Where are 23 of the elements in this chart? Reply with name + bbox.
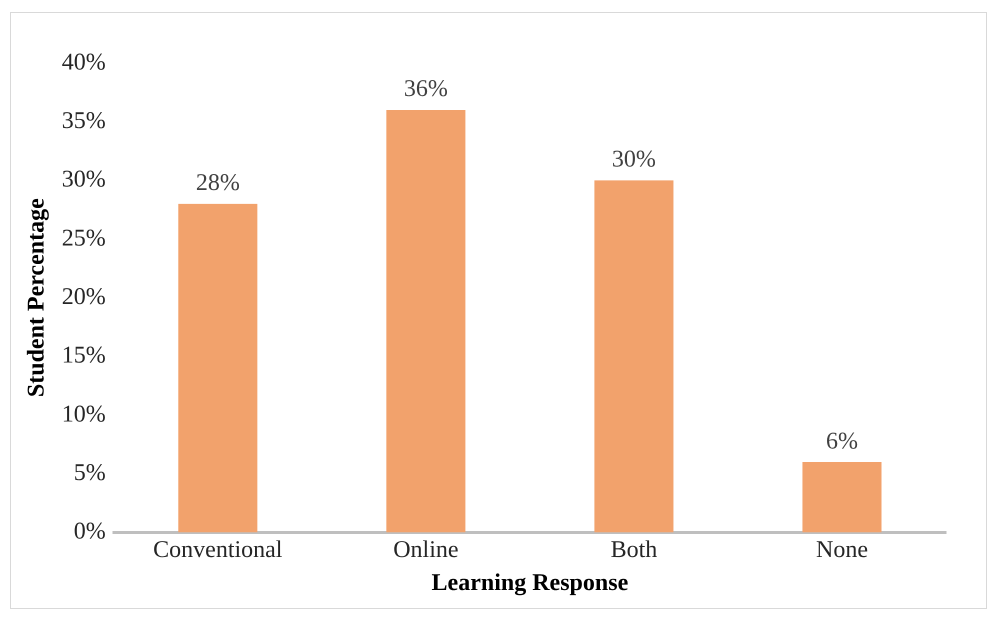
y-tick-label: 30% [62, 166, 106, 193]
bar [802, 462, 882, 532]
data-label: 6% [826, 428, 858, 454]
y-tick-label: 35% [62, 108, 106, 134]
y-tick-label: 20% [62, 284, 106, 310]
x-tick-label: Online [393, 537, 459, 564]
bar [386, 110, 466, 532]
x-tick-label: None [816, 537, 868, 564]
y-axis-title: Student Percentage [24, 198, 50, 398]
x-axis-title: Learning Response [432, 570, 629, 596]
data-label: 30% [612, 146, 656, 173]
y-tick-label: 15% [62, 342, 106, 369]
y-tick-label: 10% [62, 401, 106, 428]
y-tick-label: 40% [62, 49, 106, 76]
data-label: 28% [196, 170, 240, 196]
bar [178, 204, 258, 532]
y-tick-label: 25% [62, 225, 106, 252]
data-label: 36% [404, 76, 448, 102]
y-tick-label: 5% [74, 460, 106, 486]
bar [594, 180, 674, 532]
y-tick-label: 0% [74, 518, 106, 545]
x-tick-label: Conventional [153, 537, 283, 564]
x-tick-label: Both [610, 537, 658, 564]
